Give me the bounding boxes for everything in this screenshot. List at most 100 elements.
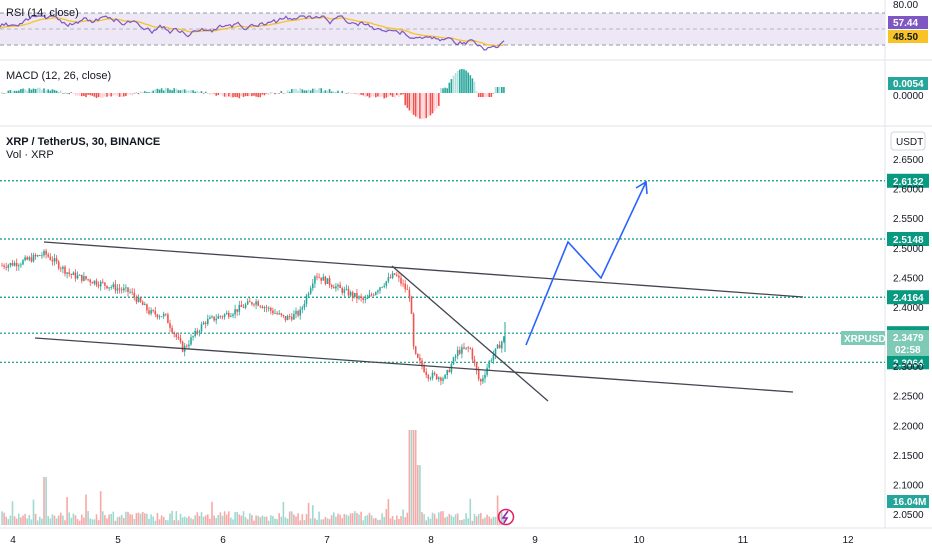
candle-body bbox=[158, 316, 161, 318]
macd-bar bbox=[183, 89, 186, 93]
candle-body bbox=[165, 313, 167, 315]
volume-bar bbox=[53, 515, 56, 525]
rsi-title[interactable]: RSI (14, close) bbox=[6, 7, 79, 19]
price-axis[interactable]: 2.6500 2.5500 2.4500 2.4000 2.2500 2.2000 2.15… bbox=[893, 155, 924, 521]
macd-bar bbox=[249, 93, 251, 97]
volume-bar bbox=[282, 501, 285, 525]
candle-body bbox=[7, 265, 10, 268]
volume-bar bbox=[162, 516, 165, 525]
macd-bar bbox=[251, 93, 253, 97]
rsi-pane[interactable]: RSI (14, close) 80.00 57.44 48.50 bbox=[0, 0, 928, 51]
macd-bar bbox=[108, 93, 110, 97]
volume-bar bbox=[322, 519, 325, 525]
volume-bar bbox=[221, 515, 224, 525]
macd-bar bbox=[97, 93, 100, 98]
volume-bar bbox=[490, 518, 493, 525]
volume-bar bbox=[276, 519, 278, 525]
macd-bar bbox=[440, 88, 442, 93]
macd-bar bbox=[412, 93, 415, 115]
candle-body bbox=[295, 311, 297, 314]
channel-upper-line[interactable] bbox=[43, 241, 804, 298]
macd-bar bbox=[141, 91, 144, 93]
volume-bar bbox=[209, 518, 211, 525]
currency-button[interactable] bbox=[890, 131, 926, 151]
macd-bar bbox=[486, 93, 488, 97]
channel-lower-line[interactable] bbox=[34, 337, 794, 393]
price-level-value: 2.3064 bbox=[893, 358, 924, 369]
macd-bar bbox=[347, 92, 350, 94]
volume-bar bbox=[47, 516, 49, 525]
macd-bar bbox=[118, 93, 121, 97]
volume-bar bbox=[320, 519, 322, 525]
volume-bar bbox=[423, 514, 425, 525]
macd-bar bbox=[341, 91, 343, 93]
candle-body bbox=[51, 259, 54, 262]
macd-bar bbox=[385, 93, 388, 98]
candle-body bbox=[177, 337, 180, 339]
volume-bar bbox=[139, 513, 142, 525]
candle-body bbox=[204, 322, 207, 325]
macd-bar bbox=[456, 70, 459, 93]
candle-body bbox=[469, 348, 472, 350]
volume-bar bbox=[194, 515, 196, 525]
volume-bar bbox=[97, 520, 100, 525]
volume-bar bbox=[488, 516, 490, 525]
candle-body bbox=[198, 331, 201, 333]
volume-bar bbox=[198, 516, 201, 525]
volume-bar bbox=[15, 518, 18, 525]
macd-bar bbox=[282, 93, 285, 94]
volume-bar bbox=[158, 519, 161, 525]
macd-bar bbox=[503, 87, 505, 93]
macd-bar bbox=[356, 93, 358, 95]
candle-body bbox=[146, 304, 148, 311]
macd-bar bbox=[45, 90, 47, 93]
macd-pane[interactable]: MACD (12, 26, close) 0.0054 0.0000 bbox=[1, 69, 928, 119]
macd-bar bbox=[125, 93, 127, 97]
macd-bar bbox=[49, 90, 52, 93]
volume-bar bbox=[396, 515, 398, 525]
macd-bar bbox=[11, 91, 14, 93]
candle-body bbox=[234, 309, 236, 315]
candle-body bbox=[477, 370, 480, 380]
volume-bar bbox=[360, 511, 362, 525]
candle-body bbox=[87, 279, 89, 280]
candle-body bbox=[78, 274, 81, 276]
volume-bar bbox=[26, 518, 28, 525]
volume-bar bbox=[406, 512, 409, 525]
volume-bar bbox=[389, 518, 392, 525]
candle-body bbox=[68, 272, 70, 275]
volume-bar bbox=[211, 501, 213, 525]
candle-body bbox=[3, 265, 5, 267]
volume-bar bbox=[156, 513, 159, 525]
candle-body bbox=[284, 315, 287, 321]
volume-bar bbox=[454, 514, 457, 525]
candle-body bbox=[91, 282, 94, 284]
lightning-icon[interactable] bbox=[497, 508, 515, 526]
macd-bar bbox=[259, 93, 262, 98]
macd-bar bbox=[190, 89, 192, 93]
macd-bar bbox=[139, 91, 142, 93]
macd-bar bbox=[278, 93, 280, 94]
candle-body bbox=[463, 347, 465, 349]
macd-bar bbox=[314, 88, 316, 93]
candle-body bbox=[484, 374, 486, 379]
chart-title[interactable]: XRP / TetherUS, 30, BINANCE bbox=[6, 136, 160, 148]
macd-bar bbox=[372, 93, 375, 97]
volume-bar bbox=[41, 518, 43, 525]
projection-path[interactable] bbox=[525, 181, 647, 346]
volume-bar bbox=[64, 520, 66, 525]
volume-bar bbox=[55, 518, 58, 525]
macd-title[interactable]: MACD (12, 26, close) bbox=[6, 70, 111, 82]
macd-bar bbox=[112, 93, 115, 96]
macd-bar bbox=[177, 90, 180, 93]
macd-bar bbox=[152, 90, 154, 93]
breakout-trend-line[interactable] bbox=[391, 265, 549, 402]
candle-body bbox=[387, 277, 390, 282]
volume-label[interactable]: Vol · XRP bbox=[6, 149, 54, 161]
volume-bar bbox=[475, 516, 478, 525]
rsi-line bbox=[0, 15, 505, 51]
time-axis[interactable]: 4 5 6 7 8 9 10 11 12 bbox=[10, 535, 854, 546]
candle-body bbox=[62, 266, 64, 269]
